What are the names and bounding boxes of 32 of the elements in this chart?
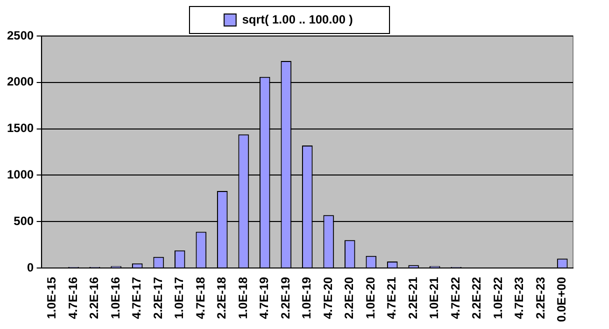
x-tick-label: 2.2E-20 [342, 276, 356, 319]
x-tick-label: 1.0E-16 [108, 276, 122, 319]
x-tick-label: 1.0E-21 [427, 276, 442, 319]
y-tick-label: 2000 [6, 74, 34, 89]
x-tick-label: 4.7E-18 [193, 276, 208, 319]
x-tick-label: 1.0E-20 [363, 276, 378, 319]
y-tick-label: 500 [14, 214, 34, 228]
y-tick-label: 1500 [6, 121, 34, 136]
x-tick-label: 2.2E-16 [87, 276, 102, 319]
y-tick-label: 0 [27, 260, 34, 274]
x-tick-label: 1.0E-22 [490, 276, 505, 319]
x-tick-label: 2.2E-17 [150, 276, 165, 319]
x-tick-label: 2.2E-23 [533, 276, 548, 319]
y-tick-label: 1000 [6, 167, 34, 182]
x-tick-label: 4.7E-16 [66, 276, 80, 319]
x-tick-label: 4.7E-22 [448, 276, 462, 319]
x-tick-label: 4.7E-20 [320, 276, 335, 319]
x-tick-label: 4.7E-23 [512, 276, 526, 319]
x-tick-label: 2.2E-22 [470, 276, 484, 319]
x-tick-label: 1.0E-18 [236, 276, 250, 319]
x-tick-label: 2.2E-18 [214, 276, 229, 319]
x-tick-label: 0.0E+00 [554, 276, 569, 322]
x-tick-label: 4.7E-19 [257, 276, 272, 319]
x-tick-label: 2.2E-21 [406, 276, 420, 319]
legend-label: sqrt( 1.00 .. 100.00 ) [242, 12, 353, 26]
y-tick-label: 2500 [6, 28, 34, 42]
x-tick-label: 1.0E-17 [172, 276, 186, 319]
x-tick-label: 4.7E-17 [130, 276, 144, 319]
x-tick-label: 1.0E-19 [300, 276, 314, 319]
x-tick-label: 4.7E-21 [384, 276, 399, 319]
x-tick-label: 2.2E-19 [278, 276, 292, 319]
x-tick-label: 1.0E-15 [44, 276, 59, 319]
